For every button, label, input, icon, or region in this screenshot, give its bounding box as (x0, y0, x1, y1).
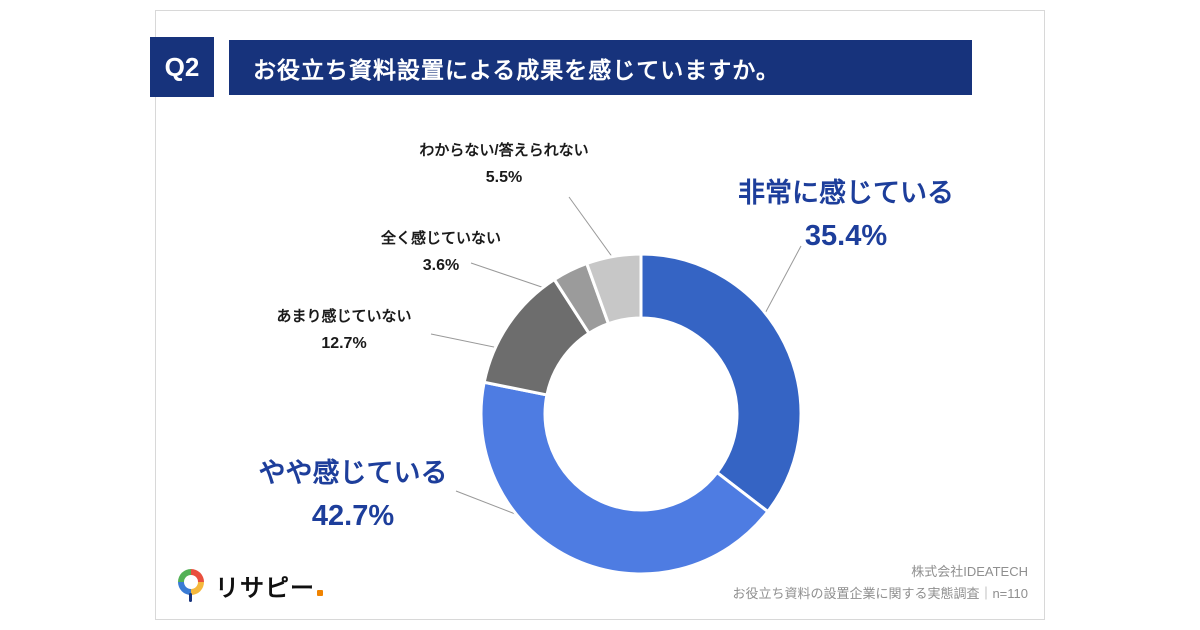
logo-accent-dot (317, 589, 323, 596)
segment-label-unknown: わからない/答えられない 5.5% (359, 142, 649, 188)
credit-company: 株式会社IDEATECH (911, 563, 1028, 579)
segment-label-value: 5.5% (485, 168, 523, 186)
resapi-logo: リサピー (176, 567, 323, 603)
logo-stem-icon (189, 593, 192, 602)
segment-label-not-really: あまり感じていない 12.7% (244, 308, 444, 354)
donut-segments (479, 252, 803, 576)
segment-label-not-at-all: 全く感じていない 3.6% (341, 230, 541, 276)
donut-segment-1 (479, 380, 770, 576)
logo-ring-icon (178, 569, 204, 595)
segment-label-very: 非常に感じている 35.4% (701, 177, 991, 254)
question-number-badge: Q2 (150, 37, 214, 97)
segment-label-text: わからない/答えられない (419, 142, 589, 159)
segment-label-value: 35.4% (804, 220, 888, 253)
credit-block: 株式会社IDEATECH お役立ち資料の設置企業に関する実態調査｜n=110 (732, 561, 1028, 605)
question-title: お役立ち資料設置による成果を感じていますか。 (253, 56, 780, 83)
segment-label-value: 12.7% (321, 334, 367, 352)
donut-segment-0 (639, 252, 803, 514)
resapi-logo-text: リサピー (215, 568, 323, 603)
credit-survey-note: お役立ち資料の設置企業に関する実態調査｜n=110 (732, 585, 1028, 601)
donut-chart (430, 196, 803, 576)
resapi-logo-icon (176, 567, 206, 603)
leader-line-unknown (568, 196, 614, 259)
segment-label-value: 3.6% (422, 256, 460, 274)
segment-label-text: やや感じている (258, 458, 448, 488)
segment-label-text: 全く感じていない (380, 230, 501, 247)
segment-label-value: 42.7% (311, 500, 395, 533)
question-title-banner: お役立ち資料設置による成果を感じていますか。 (229, 40, 972, 95)
leader-line-somewhat (455, 490, 524, 518)
logo-wordmark: リサピー (215, 574, 315, 602)
segment-label-somewhat: やや感じている 42.7% (208, 457, 498, 534)
segment-label-text: 非常に感じている (738, 178, 954, 208)
segment-label-text: あまり感じていない (276, 308, 412, 325)
slide-card: Q2 お役立ち資料設置による成果を感じていますか。 非常に感じている 35.4%… (150, 10, 1045, 620)
donut-segment-4 (585, 252, 643, 326)
